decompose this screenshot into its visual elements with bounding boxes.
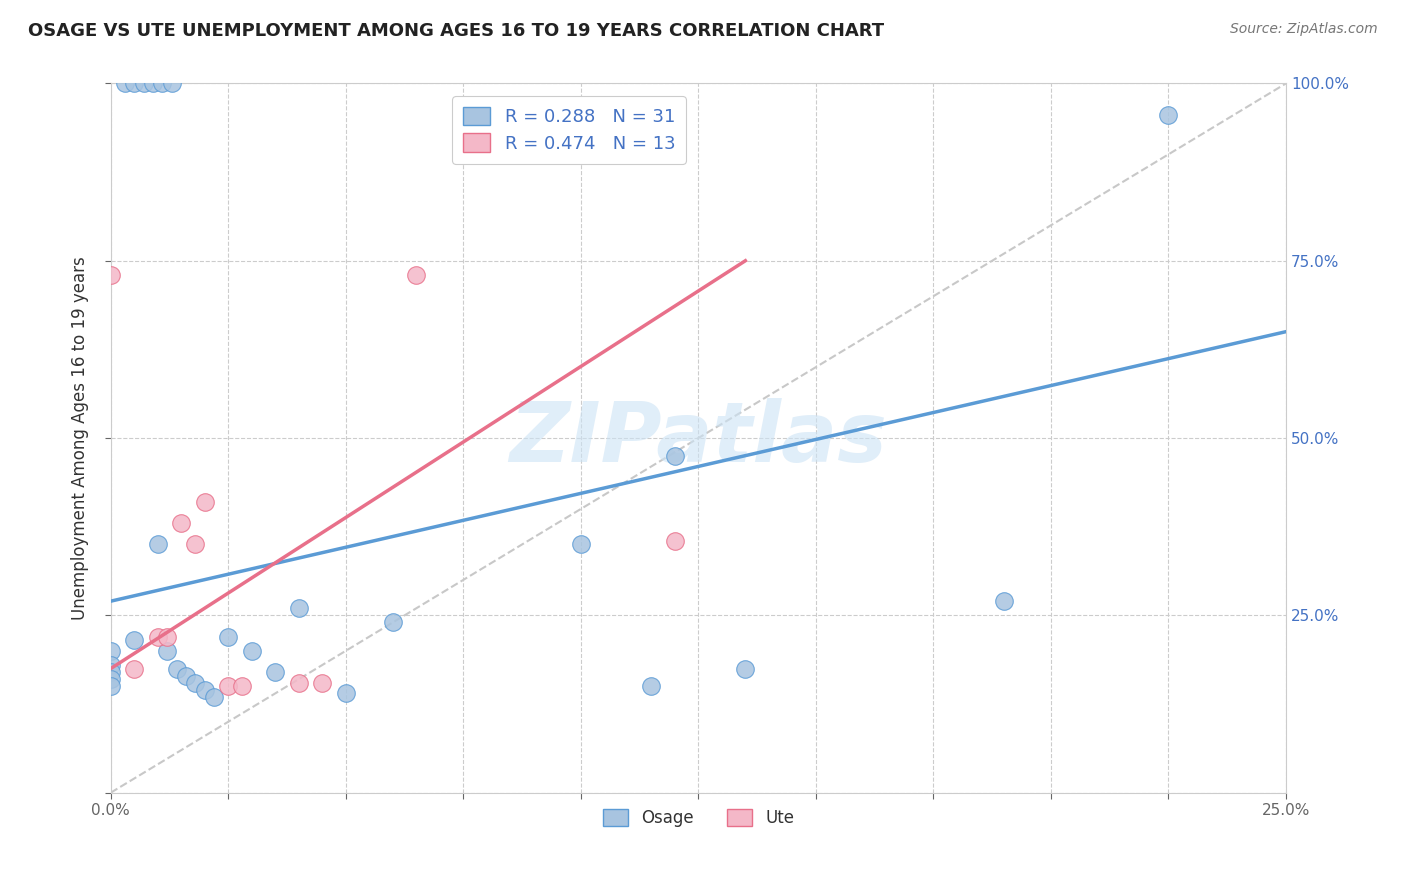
Point bbox=[170, 516, 193, 530]
Point bbox=[381, 615, 404, 630]
Point bbox=[122, 661, 145, 675]
Point bbox=[264, 665, 287, 679]
Point bbox=[142, 77, 165, 91]
Text: Source: ZipAtlas.com: Source: ZipAtlas.com bbox=[1230, 22, 1378, 37]
Point bbox=[100, 658, 122, 673]
Point bbox=[100, 665, 122, 679]
Point bbox=[640, 679, 662, 693]
Point bbox=[152, 77, 174, 91]
Point bbox=[184, 675, 207, 690]
Point bbox=[100, 672, 122, 686]
Point bbox=[100, 268, 122, 282]
Point bbox=[100, 644, 122, 658]
Point bbox=[156, 630, 179, 644]
Point bbox=[231, 679, 253, 693]
Point bbox=[288, 675, 311, 690]
Point bbox=[202, 690, 225, 704]
Point bbox=[217, 630, 239, 644]
Point bbox=[194, 682, 217, 697]
Point bbox=[1157, 108, 1180, 122]
Point bbox=[146, 630, 169, 644]
Point bbox=[664, 449, 686, 463]
Point bbox=[217, 679, 239, 693]
Point bbox=[311, 675, 333, 690]
Point bbox=[993, 594, 1015, 608]
Point bbox=[194, 495, 217, 509]
Text: OSAGE VS UTE UNEMPLOYMENT AMONG AGES 16 TO 19 YEARS CORRELATION CHART: OSAGE VS UTE UNEMPLOYMENT AMONG AGES 16 … bbox=[28, 22, 884, 40]
Legend: Osage, Ute: Osage, Ute bbox=[596, 803, 801, 834]
Point bbox=[122, 77, 145, 91]
Point bbox=[734, 661, 756, 675]
Text: ZIPatlas: ZIPatlas bbox=[509, 398, 887, 478]
Point bbox=[122, 633, 145, 648]
Point bbox=[174, 668, 197, 682]
Point bbox=[569, 537, 592, 551]
Point bbox=[132, 77, 155, 91]
Point bbox=[335, 686, 357, 700]
Point bbox=[184, 537, 207, 551]
Point bbox=[288, 601, 311, 615]
Point bbox=[166, 661, 188, 675]
Point bbox=[146, 537, 169, 551]
Y-axis label: Unemployment Among Ages 16 to 19 years: Unemployment Among Ages 16 to 19 years bbox=[72, 256, 89, 620]
Point bbox=[405, 268, 427, 282]
Point bbox=[100, 679, 122, 693]
Point bbox=[664, 533, 686, 548]
Point bbox=[114, 77, 136, 91]
Point bbox=[240, 644, 263, 658]
Point bbox=[156, 644, 179, 658]
Point bbox=[160, 77, 183, 91]
